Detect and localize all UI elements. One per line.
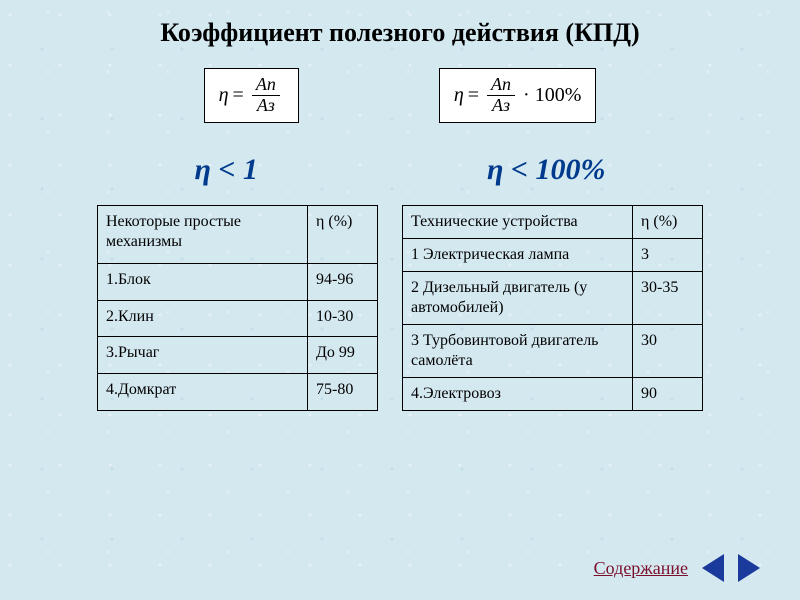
cell: 2 Дизельный двигатель (у автомобилей) (403, 271, 633, 324)
cell: 1.Блок (98, 264, 308, 301)
cell: 94-96 (308, 264, 378, 301)
header-cell: Некоторые простые механизмы (98, 205, 308, 264)
fraction: Ап Аз (487, 75, 515, 116)
prev-arrow-icon[interactable] (702, 554, 724, 582)
table-row: Технические устройства η (%) (403, 205, 703, 238)
cell: 3 (633, 238, 703, 271)
inequalities-row: η < 1 η < 100% (0, 153, 800, 187)
cell: 2.Клин (98, 300, 308, 337)
table-row: 4.Домкрат 75-80 (98, 374, 378, 411)
cell: 3.Рычаг (98, 337, 308, 374)
cell: 4.Домкрат (98, 374, 308, 411)
header-cell: Технические устройства (403, 205, 633, 238)
table-row: 1.Блок 94-96 (98, 264, 378, 301)
table-row: 2 Дизельный двигатель (у автомобилей) 30… (403, 271, 703, 324)
table-row: 2.Клин 10-30 (98, 300, 378, 337)
page-title: Коэффициент полезного действия (КПД) (0, 0, 800, 48)
cell: 4.Электровоз (403, 377, 633, 410)
contents-link[interactable]: Содержание (594, 558, 688, 579)
table-row: Некоторые простые механизмы η (%) (98, 205, 378, 264)
devices-table: Технические устройства η (%) 1 Электриче… (402, 205, 703, 411)
cell: 30 (633, 324, 703, 377)
cell: 1 Электрическая лампа (403, 238, 633, 271)
formula-percent: η = Ап Аз · 100% (439, 68, 597, 123)
equals: = (468, 84, 479, 107)
equals: = (233, 84, 244, 107)
tables-row: Некоторые простые механизмы η (%) 1.Блок… (0, 205, 800, 411)
header-cell: η (%) (633, 205, 703, 238)
denominator: Аз (488, 96, 514, 116)
denominator: Аз (253, 96, 279, 116)
cell: 30-35 (633, 271, 703, 324)
cell: До 99 (308, 337, 378, 374)
numerator: Ап (252, 75, 280, 96)
cell: 75-80 (308, 374, 378, 411)
formulas-row: η = Ап Аз η = Ап Аз · 100% (0, 68, 800, 123)
numerator: Ап (487, 75, 515, 96)
cell: 90 (633, 377, 703, 410)
times-100: · 100% (523, 84, 581, 107)
footer: Содержание (594, 554, 760, 582)
eta-symbol: η (454, 84, 464, 107)
table-row: 4.Электровоз 90 (403, 377, 703, 410)
header-cell: η (%) (308, 205, 378, 264)
mechanisms-table: Некоторые простые механизмы η (%) 1.Блок… (97, 205, 378, 411)
eta-symbol: η (219, 84, 229, 107)
cell: 10-30 (308, 300, 378, 337)
ineq-left: η < 1 (194, 153, 258, 187)
fraction: Ап Аз (252, 75, 280, 116)
table-row: 3 Турбовинтовой двигатель самолёта 30 (403, 324, 703, 377)
next-arrow-icon[interactable] (738, 554, 760, 582)
table-row: 1 Электрическая лампа 3 (403, 238, 703, 271)
table-row: 3.Рычаг До 99 (98, 337, 378, 374)
ineq-right: η < 100% (487, 153, 606, 187)
cell: 3 Турбовинтовой двигатель самолёта (403, 324, 633, 377)
formula-ratio: η = Ап Аз (204, 68, 299, 123)
